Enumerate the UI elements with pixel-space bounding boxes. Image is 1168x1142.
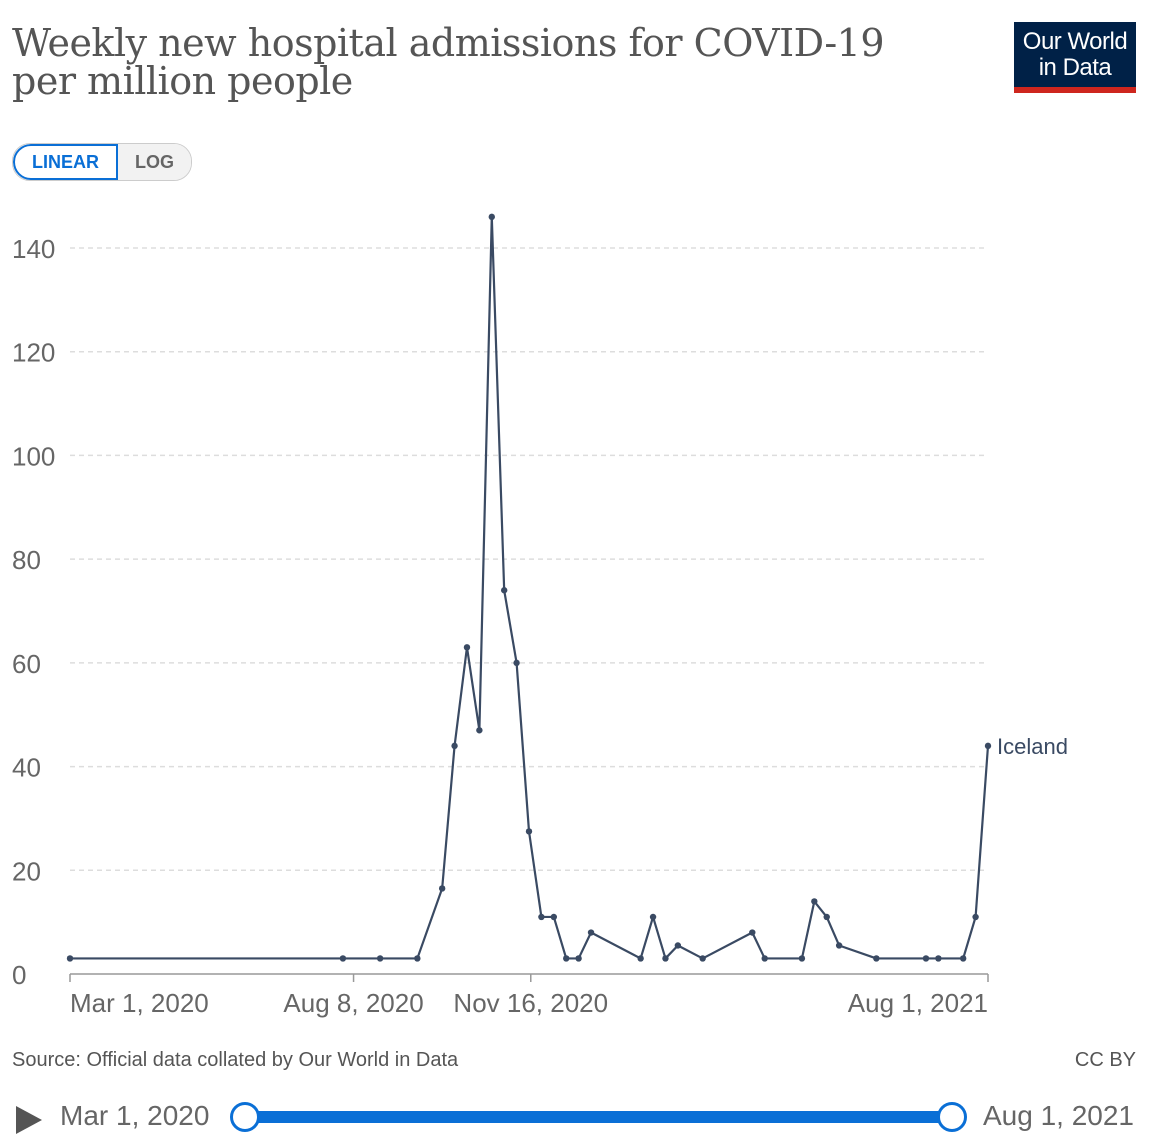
data-point [525, 828, 533, 835]
y-tick-label: 40 [12, 753, 41, 783]
source-note: Source: Official data collated by Our Wo… [12, 1049, 459, 1071]
data-point [922, 955, 930, 962]
x-tick-label: Aug 8, 2020 [283, 988, 423, 1018]
data-point [959, 955, 967, 962]
y-tick-label: 140 [12, 234, 55, 264]
data-point [538, 913, 545, 921]
data-point [811, 898, 818, 905]
data-point [662, 955, 669, 962]
y-tick-label: 60 [12, 649, 41, 679]
play-icon[interactable] [16, 1106, 42, 1134]
data-point [451, 742, 458, 750]
y-tick-label: 120 [12, 338, 55, 368]
timeline-end-label: Aug 1, 2021 [982, 1100, 1134, 1131]
data-point [550, 913, 558, 921]
series-line-iceland [70, 215, 990, 960]
line-chart: 0 20 40 60 80 100 120 140 Mar 1, 2020 Aug 8, 2020… [12, 213, 1068, 1018]
data-point [699, 955, 706, 962]
log-scale-button[interactable]: LOG [118, 144, 191, 180]
x-tick-label: Mar 1, 2020 [70, 988, 209, 1018]
x-tick-label: Aug 1, 2021 [848, 988, 988, 1018]
logo-accent-bar [1014, 87, 1136, 93]
timeline-end-handle[interactable] [937, 1102, 967, 1132]
y-tick-label: 0 [12, 960, 26, 990]
y-tick-label: 100 [12, 441, 55, 471]
data-point [649, 913, 657, 921]
data-point [761, 955, 768, 962]
logo-line-1: Our World [1022, 28, 1128, 55]
timeline-start-label: Mar 1, 2020 [60, 1100, 210, 1131]
data-point [438, 885, 446, 892]
y-tick-label: 80 [12, 545, 41, 575]
chart-title: Weekly new hospital admissions for COVID… [12, 21, 885, 103]
data-point [488, 213, 495, 221]
data-point [935, 955, 942, 962]
data-point [637, 955, 644, 962]
data-point [476, 727, 483, 734]
data-point [873, 955, 880, 962]
data-point [749, 929, 756, 936]
data-point [972, 913, 979, 921]
data-point [513, 659, 520, 667]
x-tick-label: Nov 16, 2020 [453, 988, 608, 1018]
timeline-start-handle[interactable] [230, 1102, 260, 1132]
data-point [984, 742, 992, 750]
data-point [575, 955, 582, 962]
y-tick-label: 20 [12, 856, 41, 886]
data-point [563, 955, 570, 962]
logo-line-2: in Data [1038, 54, 1112, 81]
data-point [823, 913, 830, 921]
owid-logo[interactable]: Our World in Data [1014, 22, 1136, 93]
data-point [376, 955, 384, 962]
data-point [339, 955, 347, 962]
data-point [414, 955, 421, 962]
data-point [66, 955, 74, 962]
data-point [835, 942, 843, 949]
data-point [674, 942, 682, 949]
data-point [587, 929, 595, 936]
scale-toggle: LINEAR LOG [12, 143, 192, 181]
series-label-iceland: Iceland [997, 734, 1068, 759]
data-point [500, 587, 508, 594]
timeline: Mar 1, 2020 Aug 1, 2021 [0, 1090, 1168, 1142]
data-point [463, 644, 471, 651]
linear-scale-button[interactable]: LINEAR [13, 144, 118, 180]
license-link[interactable]: CC BY [1074, 1049, 1136, 1071]
data-point [798, 955, 806, 962]
timeline-track[interactable] [244, 1111, 952, 1123]
